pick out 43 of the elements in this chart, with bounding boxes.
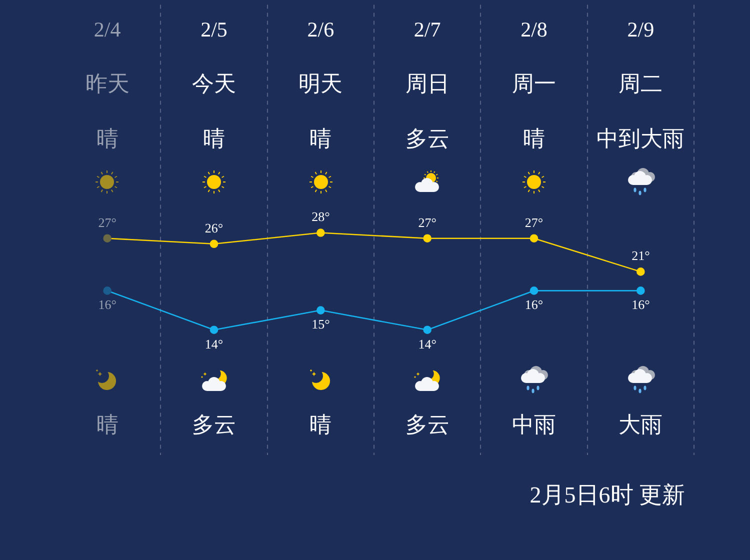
- x-tick-label: 2/5: [200, 18, 228, 42]
- x-tick-label: 2/9: [627, 18, 654, 42]
- point: [103, 234, 112, 242]
- annotation: 晴: [96, 412, 118, 437]
- point: [316, 228, 325, 237]
- data-label: 27°: [98, 214, 116, 230]
- x-tick-label: 2/7: [414, 18, 441, 42]
- text: 2月5日6时 更新: [530, 482, 685, 508]
- annotation: 多云: [405, 412, 450, 437]
- annotation: 今天: [192, 71, 236, 96]
- annotation: 晴: [310, 126, 332, 151]
- annotation: 晴: [203, 126, 225, 151]
- annotation: 昨天: [85, 71, 130, 96]
- annotation: 明天: [298, 71, 343, 96]
- annotation: 晴: [523, 126, 545, 151]
- annotation: 晴: [310, 412, 332, 437]
- point: [530, 234, 538, 242]
- data-label: 14°: [204, 336, 224, 352]
- point: [210, 240, 218, 248]
- data-label: 15°: [312, 316, 330, 332]
- data-label: 26°: [204, 220, 224, 236]
- data-label: 27°: [524, 214, 544, 230]
- annotation: 中雨: [512, 412, 556, 437]
- annotation: 多云: [405, 126, 450, 151]
- data-label: 21°: [632, 248, 650, 264]
- data-label: 14°: [418, 336, 436, 352]
- x-tick-label: 2/6: [307, 18, 334, 42]
- point: [636, 268, 645, 276]
- annotation: 周一: [512, 71, 556, 96]
- annotation: 晴: [96, 126, 118, 151]
- point: [423, 234, 432, 242]
- x-tick-label: 2/4: [94, 18, 121, 42]
- data-label: 27°: [418, 214, 436, 230]
- data-label: 16°: [524, 297, 544, 312]
- annotation: 多云: [192, 412, 236, 437]
- annotation: 大雨: [618, 412, 663, 437]
- x-tick-label: 2/8: [520, 18, 548, 42]
- data-label: 16°: [98, 297, 116, 312]
- data-label: 16°: [632, 297, 650, 312]
- annotation: 中到大雨: [596, 126, 685, 151]
- annotation: 周日: [405, 71, 450, 96]
- data-label: 28°: [312, 209, 330, 224]
- annotation: 周二: [618, 71, 663, 96]
